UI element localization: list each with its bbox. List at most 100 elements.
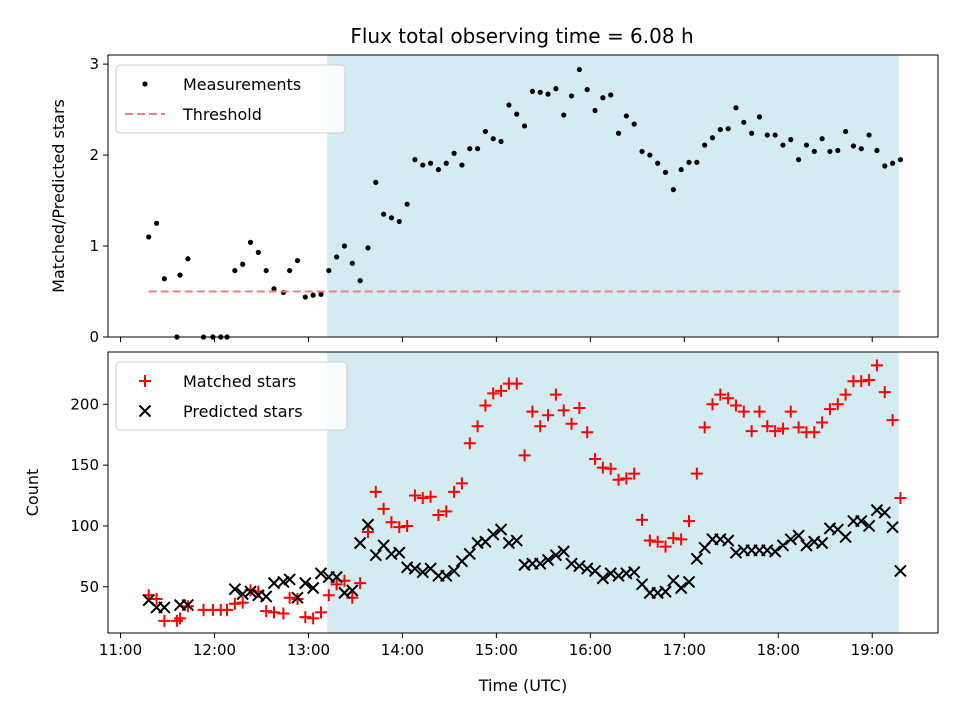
data-point (490, 136, 496, 142)
data-point (498, 138, 504, 145)
data-point (667, 532, 680, 545)
data-point (401, 519, 414, 532)
data-point (675, 533, 688, 546)
x-tick-label: 16:00 (569, 641, 612, 659)
data-point (361, 526, 374, 539)
data-point (584, 86, 590, 93)
data-point (534, 420, 547, 433)
data-point (346, 584, 359, 597)
observing-span (327, 55, 899, 337)
data-point (882, 163, 888, 169)
data-point (455, 477, 468, 490)
data-point (870, 359, 883, 372)
data-point (647, 152, 653, 158)
data-point (526, 405, 539, 418)
data-point (502, 536, 516, 550)
data-point (349, 260, 355, 266)
data-point (733, 105, 739, 111)
data-point (612, 473, 625, 486)
data-point (855, 514, 868, 528)
observing-span (327, 352, 899, 633)
data-point (471, 420, 484, 433)
data-point (780, 142, 786, 148)
data-point (236, 587, 249, 601)
data-point (354, 577, 367, 590)
data-point (788, 137, 794, 143)
data-point (772, 132, 778, 138)
data-point (889, 160, 896, 166)
data-point (698, 421, 711, 434)
data-point (314, 606, 327, 619)
data-point (761, 420, 774, 433)
data-point (604, 462, 617, 475)
top-panel: 0 1 2 3 Matched/Predicted stars Measurements T… (49, 54, 939, 346)
data-point (221, 603, 234, 616)
data-point (604, 567, 617, 580)
data-point (424, 490, 437, 503)
x-tick-label: 17:00 (663, 641, 706, 659)
data-point (518, 449, 531, 462)
data-point (784, 533, 797, 546)
data-point (803, 142, 810, 148)
data-point (768, 545, 782, 558)
legend-marker (138, 404, 152, 418)
legend: Matched stars Predicted stars (115, 361, 348, 431)
data-point (659, 585, 672, 598)
data-point (636, 513, 649, 526)
data-point (850, 143, 857, 149)
data-point (353, 536, 367, 550)
data-point (878, 386, 891, 399)
data-point (283, 573, 296, 586)
y-tick-label: 200 (70, 395, 99, 413)
data-point (792, 421, 805, 434)
data-point (737, 405, 750, 418)
data-point (690, 552, 704, 566)
data-point (753, 405, 766, 418)
data-point (682, 575, 696, 589)
data-point (776, 539, 790, 552)
data-point (268, 606, 280, 619)
data-point (596, 572, 610, 585)
y-tick-label: 3 (89, 55, 99, 73)
data-point (416, 491, 429, 504)
y-tick-label: 100 (70, 517, 99, 535)
data-point (808, 426, 821, 439)
data-point (463, 547, 476, 561)
data-point (361, 518, 375, 531)
data-point (153, 220, 160, 226)
data-point (800, 539, 813, 552)
data-point (541, 553, 555, 567)
data-point (843, 128, 849, 135)
data-point (435, 167, 442, 173)
legend-label: Matched stars (183, 372, 296, 391)
data-point (745, 425, 758, 438)
data-point (674, 581, 688, 595)
data-point (686, 159, 692, 165)
data-point (158, 601, 171, 614)
data-point (721, 534, 735, 547)
data-point (247, 239, 254, 245)
data-point (858, 146, 864, 152)
data-point (553, 86, 559, 92)
data-point (299, 576, 312, 590)
data-point (683, 515, 695, 528)
data-point (592, 107, 598, 114)
data-point (628, 467, 641, 480)
data-point (725, 126, 731, 132)
data-point (330, 570, 343, 584)
data-point (510, 377, 523, 390)
data-point (819, 136, 825, 142)
data-point (228, 583, 242, 596)
data-point (866, 132, 872, 138)
data-point (573, 401, 586, 414)
data-point (479, 399, 492, 412)
data-point (670, 187, 676, 193)
data-point (467, 146, 473, 152)
data-point (714, 388, 727, 401)
data-point (874, 147, 880, 154)
data-point (792, 529, 805, 542)
data-point (440, 569, 453, 583)
y-tick-label: 150 (70, 456, 99, 474)
data-point (408, 562, 422, 575)
data-point (341, 243, 348, 249)
